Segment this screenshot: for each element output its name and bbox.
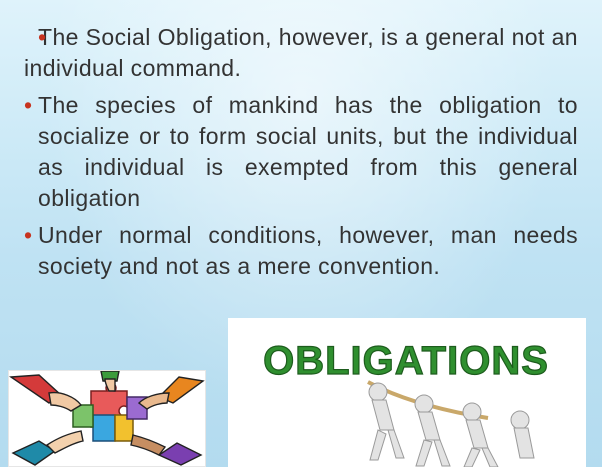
bullet-marker: • [24, 222, 33, 248]
bullet-text: Under normal conditions, however, man ne… [38, 222, 578, 279]
bullet-item: • The species of mankind has the obligati… [24, 90, 578, 214]
obligations-tug-icon: OBLIGATIONS [242, 336, 570, 467]
obligations-image: OBLIGATIONS [228, 318, 586, 467]
bullet-marker: • [38, 24, 47, 50]
bullet-text: The species of mankind has the obligatio… [38, 92, 578, 211]
bullet-item: • The Social Obligation, however, is a ge… [24, 22, 578, 84]
obligations-banner-text: OBLIGATIONS [263, 339, 549, 383]
bullet-marker: • [24, 92, 33, 118]
bullet-list: • The Social Obligation, however, is a ge… [24, 22, 578, 288]
bullet-item: • Under normal conditions, however, man n… [24, 220, 578, 282]
puzzle-hands-icon [8, 370, 205, 466]
bullet-text: The Social Obligation, however, is a gen… [24, 24, 578, 81]
puzzle-hands-image [8, 370, 206, 467]
